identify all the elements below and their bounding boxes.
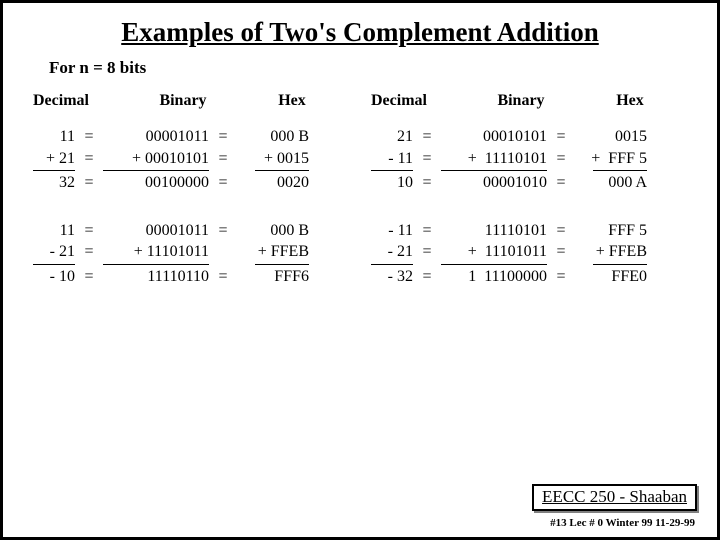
footer-small: #13 Lec # 0 Winter 99 11-29-99 — [550, 517, 695, 529]
calc-row: 21 = 00010101 = 0015 — [371, 126, 687, 148]
header-decimal: Decimal — [33, 92, 113, 110]
equals: = — [75, 241, 103, 263]
calc-row: - 21 = + 11101011 = + FFEB — [371, 241, 687, 263]
hex-val: + FFEB — [575, 241, 647, 263]
equals: = — [209, 266, 237, 288]
equals: = — [209, 220, 237, 242]
header-binary: Binary — [451, 92, 591, 110]
left-block-1: 11 = 00001011 = 000 B + 21 = + 00010101 … — [33, 126, 349, 194]
equals: = — [75, 126, 103, 148]
equals: = — [75, 266, 103, 288]
header-decimal: Decimal — [371, 92, 451, 110]
calc-row: 32 = 00100000 = 0020 — [33, 172, 349, 194]
equals: = — [547, 172, 575, 194]
bin-val: 11110110 — [103, 266, 209, 288]
hex-val: FFF6 — [237, 266, 309, 288]
dec-val: 32 — [33, 172, 75, 194]
calc-row: - 32 = 1 11100000 = FFE0 — [371, 266, 687, 288]
equals: = — [547, 220, 575, 242]
right-column: Decimal Binary Hex 21 = 00010101 = 0015 … — [371, 92, 687, 314]
right-block-1: 21 = 00010101 = 0015 - 11 = + 11110101 =… — [371, 126, 687, 194]
bin-val: + 11101011 — [441, 241, 547, 263]
header-hex: Hex — [253, 92, 331, 110]
equals: = — [547, 148, 575, 170]
equals: = — [547, 241, 575, 263]
left-headers: Decimal Binary Hex — [33, 92, 349, 110]
hex-val: 000 B — [237, 126, 309, 148]
bin-val: 1 11100000 — [441, 266, 547, 288]
bin-val: + 11110101 — [441, 148, 547, 170]
bin-val: + 11101011 — [103, 241, 209, 263]
hex-val: 000 B — [237, 220, 309, 242]
equals: = — [75, 220, 103, 242]
calc-row: + 21 = + 00010101 = + 0015 — [33, 148, 349, 170]
bin-val: 00001011 — [103, 126, 209, 148]
equals: = — [547, 126, 575, 148]
bin-val: 11110101 — [441, 220, 547, 242]
calc-row: 10 = 00001010 = 000 A — [371, 172, 687, 194]
right-headers: Decimal Binary Hex — [371, 92, 687, 110]
calc-row: - 11 = 11110101 = FFF 5 — [371, 220, 687, 242]
equals: = — [413, 172, 441, 194]
dec-val: - 21 — [33, 241, 75, 263]
hex-val: FFE0 — [575, 266, 647, 288]
header-hex: Hex — [591, 92, 669, 110]
dec-val: - 32 — [371, 266, 413, 288]
hex-val: 0020 — [237, 172, 309, 194]
left-block-2: 11 = 00001011 = 000 B - 21 = + 11101011 … — [33, 220, 349, 288]
left-column: Decimal Binary Hex 11 = 00001011 = 000 B… — [33, 92, 349, 314]
dec-val: 11 — [33, 220, 75, 242]
equals: = — [75, 148, 103, 170]
bin-val: + 00010101 — [103, 148, 209, 170]
equals: = — [547, 266, 575, 288]
equals: = — [209, 172, 237, 194]
calc-row: - 10 = 11110110 = FFF6 — [33, 266, 349, 288]
equals: = — [209, 126, 237, 148]
bin-val: 00010101 — [441, 126, 547, 148]
equals: = — [413, 241, 441, 263]
right-block-2: - 11 = 11110101 = FFF 5 - 21 = + 1110101… — [371, 220, 687, 288]
hex-val: FFF 5 — [575, 220, 647, 242]
hex-val: 0015 — [575, 126, 647, 148]
dec-val: - 11 — [371, 148, 413, 170]
calc-row: 11 = 00001011 = 000 B — [33, 126, 349, 148]
bin-val: 00100000 — [103, 172, 209, 194]
bin-val: 00001010 — [441, 172, 547, 194]
hex-val: + FFEB — [237, 241, 309, 263]
dec-val: 21 — [371, 126, 413, 148]
equals: = — [413, 220, 441, 242]
equals: = — [413, 266, 441, 288]
equals: = — [209, 148, 237, 170]
dec-val: 11 — [33, 126, 75, 148]
content-columns: Decimal Binary Hex 11 = 00001011 = 000 B… — [31, 92, 689, 314]
hex-val: 000 A — [575, 172, 647, 194]
equals: = — [75, 172, 103, 194]
calc-row: - 11 = + 11110101 = + FFF 5 — [371, 148, 687, 170]
dec-val: - 10 — [33, 266, 75, 288]
dec-val: - 11 — [371, 220, 413, 242]
header-binary: Binary — [113, 92, 253, 110]
dec-val: - 21 — [371, 241, 413, 263]
slide: Examples of Two's Complement Addition Fo… — [0, 0, 720, 540]
equals: = — [413, 126, 441, 148]
bin-val: 00001011 — [103, 220, 209, 242]
calc-row: - 21 = + 11101011 + FFEB — [33, 241, 349, 263]
dec-val: 10 — [371, 172, 413, 194]
calc-row: 11 = 00001011 = 000 B — [33, 220, 349, 242]
slide-title: Examples of Two's Complement Addition — [31, 17, 689, 48]
dec-val: + 21 — [33, 148, 75, 170]
footer-box: EECC 250 - Shaaban — [532, 484, 697, 511]
hex-val: + 0015 — [237, 148, 309, 170]
equals: = — [413, 148, 441, 170]
slide-subtitle: For n = 8 bits — [49, 58, 689, 78]
hex-val: + FFF 5 — [575, 148, 647, 170]
